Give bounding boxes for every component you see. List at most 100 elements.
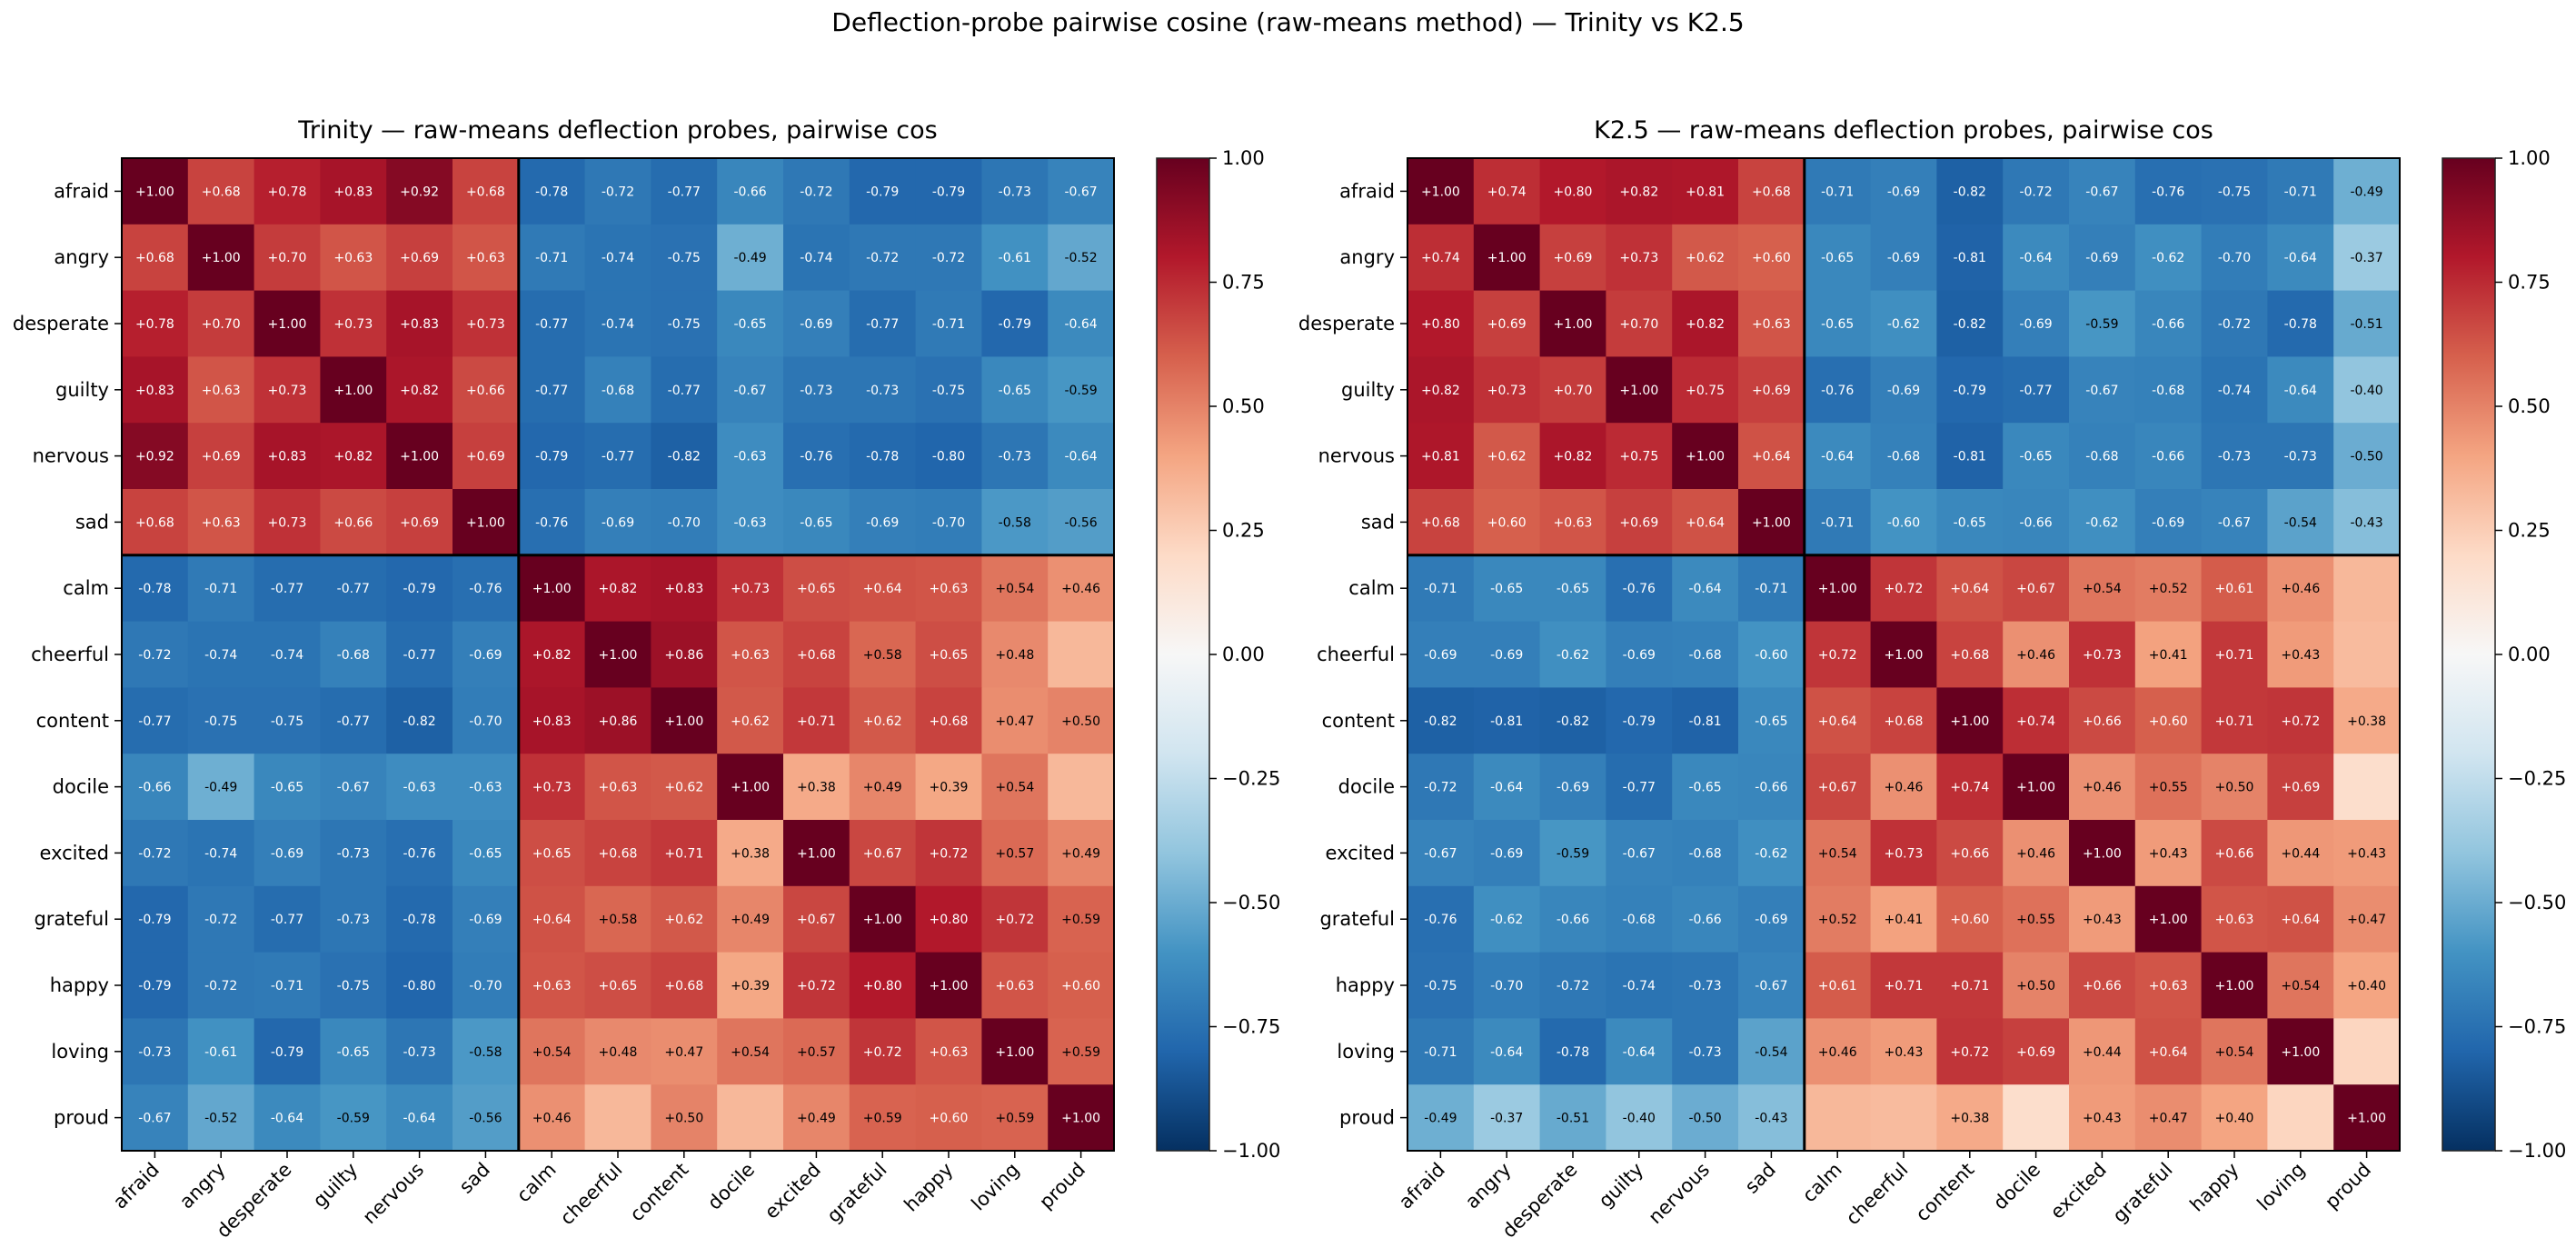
x-tick-label: guilty <box>309 1159 363 1213</box>
heatmap-cell <box>1672 489 1739 556</box>
heatmap-cell <box>386 158 453 225</box>
cell-value-label: +0.54 <box>2083 582 2122 596</box>
heatmap-cell <box>1936 1084 2004 1152</box>
heatmap-cell <box>981 423 1049 490</box>
cell-value-label: +0.54 <box>2281 979 2320 993</box>
x-tick-label: guilty <box>1595 1159 1648 1213</box>
cell-value-label: +0.73 <box>1885 846 1924 861</box>
cell-value-label: -0.65 <box>733 317 766 332</box>
heatmap-cell <box>1738 290 1805 357</box>
cell-value-label: +0.82 <box>333 450 373 464</box>
heatmap-cell <box>320 754 387 821</box>
cell-value-label: -0.69 <box>1490 648 1523 663</box>
cell-value-label: +0.64 <box>1752 450 1791 464</box>
heatmap-cell <box>981 224 1049 292</box>
cell-value-label: +0.59 <box>1061 1045 1100 1060</box>
heatmap-cell <box>2003 554 2070 623</box>
heatmap-cell <box>2333 290 2401 357</box>
cell-value-label: -0.71 <box>2284 185 2317 199</box>
heatmap-cell <box>1606 554 1673 623</box>
cell-value-label: +0.83 <box>664 582 703 596</box>
heatmap-cell <box>122 356 189 424</box>
heatmap-cell <box>1936 356 2004 424</box>
heatmap-cell <box>2267 820 2334 887</box>
x-tick-label: afraid <box>1395 1159 1449 1213</box>
heatmap-cell <box>1539 423 1606 490</box>
heatmap-cell <box>584 820 651 887</box>
heatmap-cell <box>2267 687 2334 754</box>
cell-value-label: +0.71 <box>664 846 703 861</box>
heatmap-cell <box>254 687 321 754</box>
heatmap-cell <box>915 1018 982 1085</box>
heatmap-cell <box>783 224 850 292</box>
heatmap-cell <box>717 290 784 357</box>
cell-value-label: -0.64 <box>1490 1045 1523 1060</box>
cell-value-label: +0.68 <box>1885 714 1924 729</box>
heatmap-cell <box>518 1084 586 1152</box>
heatmap-cell <box>1738 1084 1805 1152</box>
cell-value-label: -0.71 <box>1821 515 1854 530</box>
cell-value-label: +0.43 <box>2083 913 2122 927</box>
heatmap-cell <box>453 356 520 424</box>
x-tick-label: proud <box>1035 1159 1089 1213</box>
heatmap-cell <box>584 1018 651 1085</box>
cell-value-label: +0.64 <box>863 582 902 596</box>
cell-value-label: +0.70 <box>1619 317 1658 332</box>
cell-value-label: +1.00 <box>268 317 307 332</box>
heatmap-cell <box>849 621 917 688</box>
heatmap-cell <box>187 687 255 754</box>
heatmap-cell <box>1804 158 1872 225</box>
heatmap-cell <box>849 489 917 556</box>
cell-value-label: -0.66 <box>2019 515 2052 530</box>
cell-value-label: -0.72 <box>2218 317 2251 332</box>
cell-value-label: -0.66 <box>1755 781 1787 795</box>
heatmap-cell <box>122 224 189 292</box>
heatmap-cell <box>2003 952 2070 1019</box>
heatmap-cell <box>2201 423 2268 490</box>
heatmap-cell <box>849 952 917 1019</box>
cell-value-label: -0.75 <box>271 714 303 729</box>
cell-value-label: +1.00 <box>1619 384 1658 398</box>
cell-value-label: +0.60 <box>1950 913 1989 927</box>
cell-value-label: +0.39 <box>930 781 969 795</box>
cell-value-label: +1.00 <box>532 582 572 596</box>
cell-value-label: -0.75 <box>932 384 965 398</box>
cell-value-label: -0.73 <box>2284 450 2317 464</box>
heatmap-cell <box>849 885 917 953</box>
cell-value-label: +0.55 <box>2016 913 2055 927</box>
heatmap-cell <box>1048 554 1115 623</box>
cell-value-label: -0.67 <box>1424 846 1457 861</box>
heatmap-cell <box>1606 621 1673 688</box>
cell-value-label: -0.60 <box>1755 648 1787 663</box>
heatmap-cell <box>2201 952 2268 1019</box>
cell-value-label: +0.58 <box>599 913 638 927</box>
heatmap-cell <box>1606 290 1673 357</box>
heatmap-cell <box>717 820 784 887</box>
y-tick-label: happy <box>50 974 109 996</box>
cell-value-label: +0.73 <box>731 582 770 596</box>
cell-value-label: -0.49 <box>1424 1112 1457 1126</box>
heatmap-cell <box>1473 1084 1541 1152</box>
cell-value-label: -0.69 <box>1887 185 1920 199</box>
cell-value-label: +0.81 <box>1421 450 1460 464</box>
heatmap-cell <box>1048 952 1115 1019</box>
heatmap-cell <box>2267 754 2334 821</box>
heatmap-cell <box>1539 1084 1606 1152</box>
colorbar-tick-label: 0.00 <box>1222 644 1265 665</box>
cell-value-label: -0.62 <box>1887 317 1920 332</box>
heatmap-cell <box>2201 820 2268 887</box>
heatmap-cell <box>2201 554 2268 623</box>
heatmap-cell <box>2333 423 2401 490</box>
heatmap-cell <box>1870 885 1937 953</box>
heatmap-cell <box>717 489 784 556</box>
colorbar-tick-label: 0.00 <box>2508 644 2551 665</box>
heatmap-cell <box>1048 885 1115 953</box>
cell-value-label: +0.82 <box>1421 384 1460 398</box>
heatmap-cell <box>915 290 982 357</box>
heatmap-cell <box>386 224 453 292</box>
heatmap-cell <box>717 754 784 821</box>
heatmap-cell <box>915 952 982 1019</box>
heatmap-cell <box>783 290 850 357</box>
cell-value-label: -0.77 <box>535 384 568 398</box>
cell-value-label: -0.79 <box>1954 384 1986 398</box>
